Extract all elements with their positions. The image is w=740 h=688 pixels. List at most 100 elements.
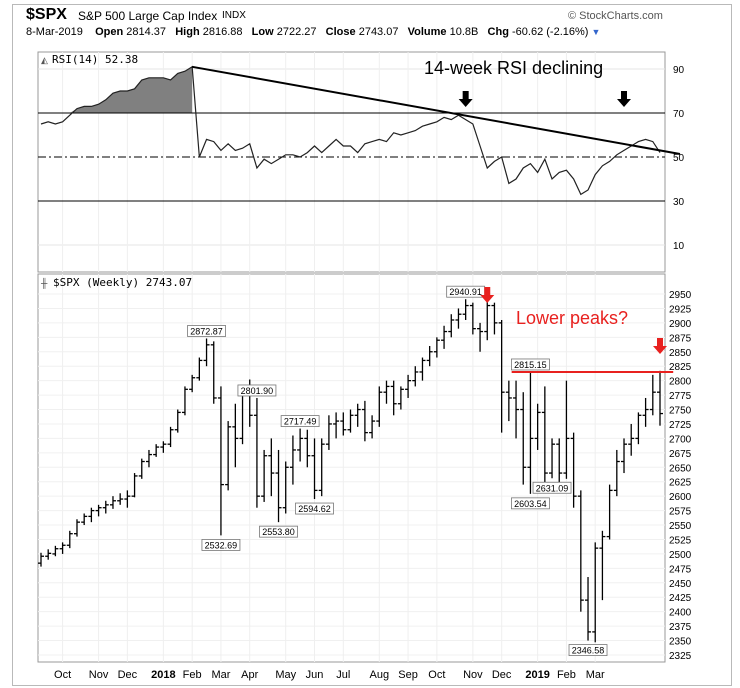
ohlc-bar [563,380,570,479]
ohlc-bar [333,412,340,439]
price-annotation: Lower peaks? [516,308,628,328]
price-label-text: 2603.54 [514,499,547,509]
ohlc-bar [138,458,145,479]
ohlc-bar [649,374,656,416]
rsi-trendline [191,65,681,155]
ohlc-bar [52,545,59,557]
brand-label[interactable]: © StockCharts.com [568,10,663,22]
chg-label: Chg [487,26,509,38]
price-y-tick: 2625 [669,478,692,489]
x-axis-tick: Dec [492,669,512,681]
price-label-text: 2801.90 [241,386,274,396]
price-label: 2872.87 [187,325,226,337]
price-y-tick: 2750 [669,406,692,417]
x-axis-tick: Nov [89,669,109,681]
ohlc-bar [405,374,412,398]
ohlc-bar [253,397,260,508]
rsi-annotation: 14-week RSI declining [424,58,603,78]
x-axis-tick: May [275,669,296,681]
volume-value: 10.8B [449,26,479,38]
price-label: 2631.09 [532,481,572,494]
volume-label: Volume [407,26,447,38]
price-y-tick: 2775 [669,391,692,402]
dropdown-triangle-icon[interactable]: ▼ [591,27,601,37]
rsi-legend-icon: ◭ [41,55,48,65]
ohlc-bar [203,338,210,367]
ohlc-bar [469,302,476,335]
price-label-text: 2815.15 [514,360,547,370]
price-y-tick: 2425 [669,593,692,604]
high-label: High [175,26,200,38]
price-y-tick: 2825 [669,362,692,373]
price-y-tick: 2325 [669,651,692,662]
ohlc-bar [606,484,613,540]
x-axis-tick: Nov [463,669,483,681]
ohlc-bar [441,325,448,349]
chg-value: -60.62 (-2.16%) [512,26,589,38]
ohlc-bar [124,490,131,508]
ticker-symbol: $SPX [26,6,67,23]
price-y-tick: 2350 [669,637,692,648]
price-label-text: 2631.09 [536,483,569,493]
ohlc-bar [577,490,584,612]
quote-line: 8-Mar-2019 Open 2814.37 High 2816.88 Low… [26,26,600,38]
ohlc-bar [181,386,188,416]
ohlc-bar [570,432,577,508]
price-down-arrow [480,287,495,303]
ohlc-bar [635,412,642,445]
price-y-tick: 2850 [669,348,692,359]
price-panel [37,273,666,663]
price-down-arrow [653,338,667,354]
price-y-tick: 2900 [669,319,692,330]
ohlc-bar [88,507,95,523]
ohlc-bar [102,500,109,514]
price-y-tick: 2650 [669,463,692,474]
x-axis-tick: Jun [306,669,324,681]
price-y-tick: 2400 [669,608,692,619]
ohlc-bar [268,438,275,497]
ohlc-bar [95,504,102,517]
ohlc-bar [556,438,563,485]
rsi-y-tick: 10 [673,241,685,252]
ohlc-bar [289,435,296,485]
price-label-text: 2594.62 [298,504,331,514]
open-label: Open [95,26,124,38]
ohlc-bar [225,421,232,491]
ohlc-bar [167,426,174,448]
ohlc-bar [491,302,498,335]
price-label: 2553.80 [259,525,298,538]
rsi-y-tick: 90 [673,65,685,76]
ohlc-bar [59,542,66,554]
ohlc-bar [541,386,548,485]
x-axis-tick: 2018 [151,669,175,681]
ohlc-bar [354,403,361,427]
ohlc-bar [318,438,325,497]
ohlc-bar [613,449,620,497]
price-label-text: 2532.69 [205,540,238,550]
x-axis-tick: Oct [428,669,445,681]
x-axis-tick: Sep [398,669,418,681]
ohlc-bar [232,403,239,468]
x-axis-tick: Feb [183,669,202,681]
rsi-line [40,65,661,196]
ohlc-bar [38,552,44,567]
x-axis-tick: Apr [241,669,258,681]
x-axis-tick: Feb [557,669,576,681]
ohlc-bar [599,530,606,601]
ohlc-bar [73,519,80,537]
ohlc-bar [585,577,592,641]
ohlc-bar [217,386,224,536]
x-axis-tick: 2019 [525,669,549,681]
price-label: 2815.15 [511,358,550,371]
price-y-tick: 2950 [669,290,692,301]
ohlc-bar [520,392,527,485]
ohlc-bar [419,357,426,381]
ohlc-bar [160,441,167,453]
x-axis-tick: Jul [336,669,350,681]
price-label-text: 2346.58 [572,646,605,656]
ohlc-bar [383,380,390,404]
price-y-tick: 2700 [669,434,692,445]
low-value: 2722.27 [276,26,317,38]
price-label: 2603.54 [511,497,550,510]
ohlc-bar [477,322,484,352]
